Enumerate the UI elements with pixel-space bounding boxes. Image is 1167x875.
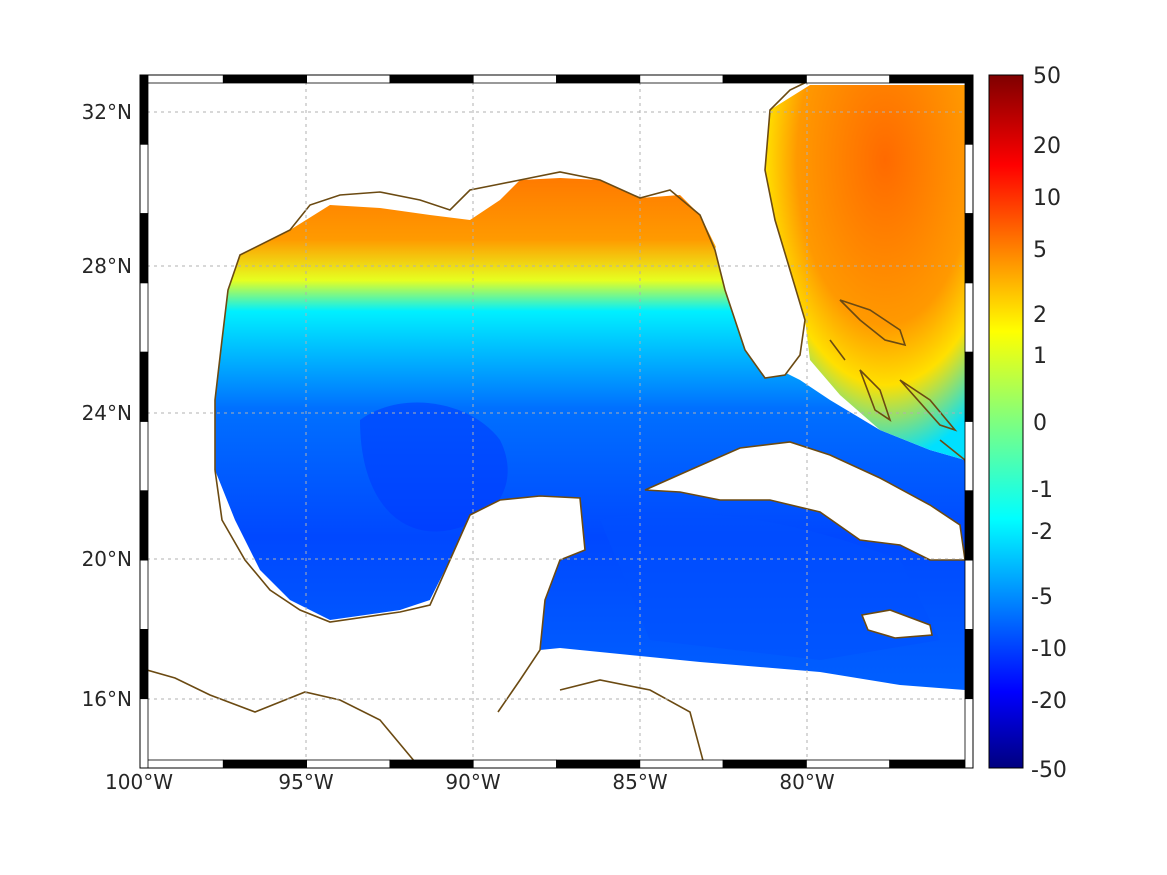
cb-label-1: 1 xyxy=(1033,344,1047,369)
cb-label-10: 10 xyxy=(1033,186,1061,211)
central-america-coast xyxy=(140,667,706,768)
frame-segment-top xyxy=(722,74,807,84)
frame-segment-top xyxy=(472,74,557,84)
frame-segment-right xyxy=(964,421,974,492)
lon-label-100w: 100°W xyxy=(105,770,173,794)
lat-label-32n: 32°N xyxy=(82,100,132,124)
frame-segment-top xyxy=(889,74,974,84)
frame-segment-left xyxy=(139,143,149,215)
frame-segment-left xyxy=(139,629,149,700)
frame-segment-left xyxy=(139,421,149,492)
frame-segment-top xyxy=(806,74,891,84)
us-gulf-coast xyxy=(214,77,816,470)
frame-segment-bottom xyxy=(389,759,474,769)
cb-label-50: 50 xyxy=(1033,64,1061,89)
frame-segment-bottom xyxy=(139,759,224,769)
frame-segment-bottom xyxy=(222,759,308,769)
frame-segment-bottom xyxy=(639,759,724,769)
frame-segment-top xyxy=(639,74,724,84)
colorbar: 50 20 10 5 2 1 0 -1 -2 -5 -10 -20 -50 xyxy=(988,64,1067,783)
graticule xyxy=(140,75,973,768)
frame-border xyxy=(139,74,974,769)
frame-segment-bottom xyxy=(556,759,641,769)
atlantic-field xyxy=(765,85,965,460)
cb-label-minus-10: -10 xyxy=(1031,637,1067,662)
frame-segment-top xyxy=(556,74,641,84)
cuba xyxy=(645,442,965,560)
cb-label-20: 20 xyxy=(1033,134,1061,159)
lon-label-80w: 80°W xyxy=(779,770,834,794)
frame-segment-bottom xyxy=(472,759,557,769)
frame-segment-right xyxy=(964,490,974,561)
frame-segment-left xyxy=(139,213,149,284)
lon-label-95w: 95°W xyxy=(278,770,333,794)
frame-segment-left xyxy=(139,490,149,561)
frame-segment-top xyxy=(389,74,474,84)
mexico-coast xyxy=(214,469,586,713)
frame-segment-right xyxy=(964,698,974,769)
lat-label-24n: 24°N xyxy=(82,401,132,425)
florida-peninsula xyxy=(715,150,805,378)
yucatan-peninsula xyxy=(430,496,585,768)
frame-segment-top xyxy=(139,74,224,84)
frame-segment-right xyxy=(964,74,974,145)
colorbar-ramp xyxy=(988,74,1024,769)
lon-label-85w: 85°W xyxy=(612,770,667,794)
cb-label-minus-2: -2 xyxy=(1031,520,1053,545)
cb-label-minus-1: -1 xyxy=(1031,478,1053,503)
frame-segment-right xyxy=(964,629,974,700)
frame-segment-left xyxy=(139,559,149,630)
colorbar-labels: 50 20 10 5 2 1 0 -1 -2 -5 -10 -20 -50 xyxy=(1031,64,1067,783)
frame-segment-left xyxy=(139,282,149,353)
caribbean-core xyxy=(600,512,940,660)
frame-segment-bottom xyxy=(306,759,391,769)
cb-label-minus-5: -5 xyxy=(1031,585,1053,610)
lat-label-16n: 16°N xyxy=(82,687,132,711)
frame-segment-right xyxy=(964,282,974,353)
frame-segment-right xyxy=(964,559,974,630)
frame-segment-right xyxy=(964,143,974,215)
lat-label-20n: 20°N xyxy=(82,547,132,571)
frame-segment-top xyxy=(306,74,391,84)
frame-segment-bottom xyxy=(889,759,974,769)
lat-label-28n: 28°N xyxy=(82,254,132,278)
cb-label-2: 2 xyxy=(1033,303,1047,328)
frame-segment-bottom xyxy=(806,759,891,769)
cb-label-minus-50: -50 xyxy=(1031,758,1067,783)
cb-label-5: 5 xyxy=(1033,238,1047,263)
gulf-core-low xyxy=(360,402,508,532)
lat-tick-labels: 32°N 28°N 24°N 20°N 16°N xyxy=(82,100,132,711)
frame-segment-left xyxy=(139,74,149,145)
frame-segment-right xyxy=(964,213,974,284)
frame-segment-left xyxy=(139,698,149,769)
map-frame xyxy=(139,74,974,769)
bahamas-coast xyxy=(829,299,958,432)
jamaica-coast xyxy=(860,609,933,639)
frame-segment-top xyxy=(222,74,308,84)
frame-segment-bottom xyxy=(722,759,807,769)
cb-label-minus-20: -20 xyxy=(1031,689,1067,714)
lon-label-90w: 90°W xyxy=(445,770,500,794)
map-panel: 100°W 95°W 90°W 85°W 80°W 32°N 28°N 24°N… xyxy=(82,74,974,794)
cb-label-0: 0 xyxy=(1033,411,1047,436)
frame-segment-left xyxy=(139,351,149,422)
frame-segment-right xyxy=(964,351,974,422)
jamaica xyxy=(862,610,932,638)
lon-tick-labels: 100°W 95°W 90°W 85°W 80°W xyxy=(105,770,835,794)
